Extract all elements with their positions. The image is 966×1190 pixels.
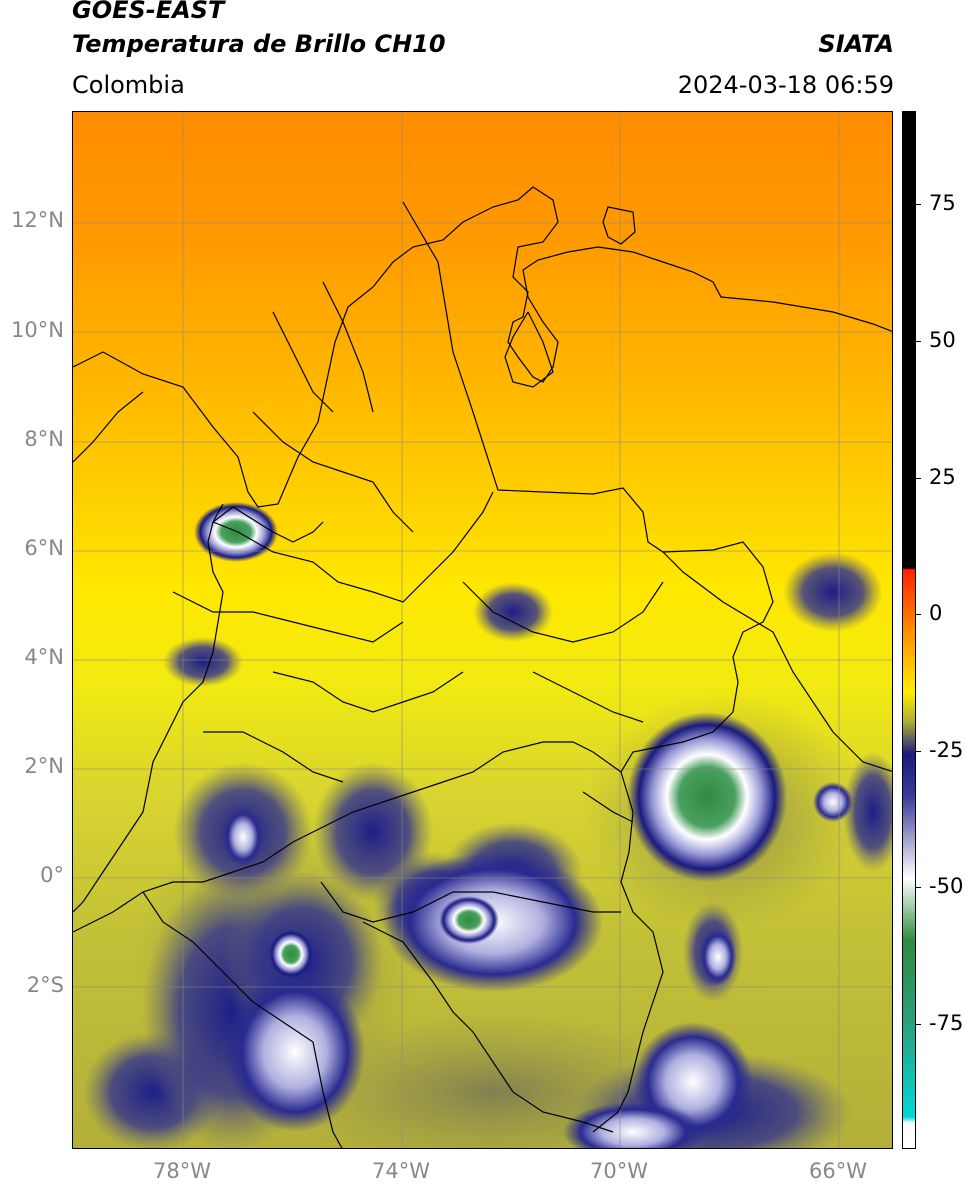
lat-label-4n: 4°N [24,645,64,669]
lat-label-2s: 2°S [26,973,64,997]
colorbar [902,111,916,1149]
lon-label-74w: 74°W [372,1159,430,1183]
lat-label-2n: 2°N [24,754,64,778]
coastlines-and-borders [73,186,892,1148]
colorbar-label-25: 25 [929,465,956,489]
colorbar-label-50: 50 [929,328,956,352]
lon-label-70w: 70°W [590,1159,648,1183]
colorbar-tick-mark [915,614,921,615]
colorbar-tick-mark [915,1024,921,1025]
subtitle-region: Colombia [72,71,185,99]
lat-label-0: 0° [40,863,64,887]
colorbar-label-75: 75 [929,191,956,215]
cloud-features [83,502,892,1148]
colorbar-label-0: 0 [929,601,943,625]
colorbar-tick-mark [915,478,921,479]
satellite-map [72,111,893,1149]
title-satellite: GOES-EAST [72,0,225,24]
timestamp: 2024-03-18 06:59 [677,71,894,99]
lon-label-78w: 78°W [153,1159,211,1183]
colorbar-tick-mark [915,341,921,342]
lat-label-8n: 8°N [24,427,64,451]
lat-label-6n: 6°N [24,536,64,560]
colorbar-label-minus50: -50 [929,874,964,898]
lon-label-66w: 66°W [809,1159,867,1183]
agency-label: SIATA [818,30,894,58]
brightness-temperature-image [73,112,892,1148]
title-product: Temperatura de Brillo CH10 [72,30,446,58]
lat-label-12n: 12°N [11,208,64,232]
colorbar-tick-mark [915,751,921,752]
colorbar-label-minus75: -75 [929,1011,964,1035]
colorbar-label-minus25: -25 [929,738,964,762]
colorbar-tick-mark [915,204,921,205]
colorbar-tick-mark [915,887,921,888]
lat-label-10n: 10°N [11,318,64,342]
